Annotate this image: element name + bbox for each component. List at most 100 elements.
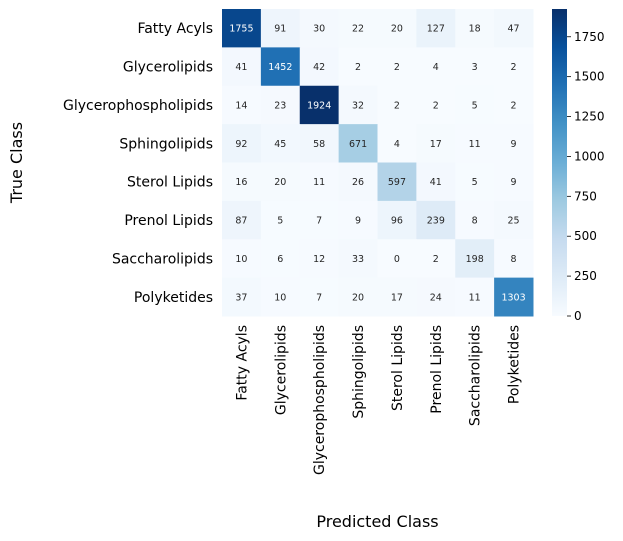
cell-value-label: 7	[316, 292, 322, 303]
cell-value-label: 6	[277, 254, 283, 265]
heatmap-cell	[299, 200, 340, 240]
heatmap-cell	[299, 85, 340, 125]
heatmap-cell	[222, 200, 262, 240]
y-tick-label: Prenol Lipids	[124, 213, 213, 229]
heatmap-cell	[338, 277, 378, 317]
heatmap-cell	[260, 162, 301, 202]
cell-value-label: 8	[472, 216, 478, 227]
heatmap-cell	[416, 277, 456, 317]
heatmap-cell	[416, 47, 456, 87]
cell-value-label: 239	[427, 216, 445, 227]
x-tick-label: Glycerolipids	[273, 325, 289, 415]
cell-value-label: 2	[394, 62, 400, 73]
cell-value-label: 17	[430, 139, 442, 150]
heatmap-cell	[377, 124, 417, 163]
cell-value-label: 58	[313, 139, 325, 150]
colorbar-tick-label: 1000	[574, 149, 605, 163]
cell-value-label: 5	[472, 100, 478, 111]
y-tick-label: Polyketides	[134, 290, 213, 306]
cell-value-label: 2	[355, 62, 361, 73]
colorbar-tick-label: 750	[574, 189, 597, 203]
cell-value-label: 1303	[501, 292, 525, 303]
cell-value-label: 47	[508, 24, 520, 35]
cell-value-label: 45	[274, 139, 286, 150]
cell-value-label: 0	[394, 254, 400, 265]
cell-value-label: 33	[352, 254, 364, 265]
colorbar-tick-label: 1750	[574, 30, 605, 44]
x-tick-label: Prenol Lipids	[429, 325, 445, 414]
heatmap-cell	[299, 9, 340, 48]
heatmap-cell	[416, 124, 456, 163]
heatmap-cell	[455, 9, 495, 48]
x-axis-title: Predicted Class	[316, 512, 438, 531]
heatmap-cell	[260, 239, 301, 279]
cell-value-label: 3	[472, 62, 478, 73]
cell-value-label: 9	[355, 216, 361, 227]
cell-value-label: 22	[352, 24, 364, 35]
heatmap-cell	[299, 277, 340, 317]
cell-value-label: 41	[235, 62, 247, 73]
colorbar-tick-label: 1250	[574, 110, 605, 124]
cell-value-label: 127	[427, 24, 445, 35]
cell-value-label: 20	[274, 177, 286, 188]
x-tick-label: Fatty Acyls	[234, 325, 250, 401]
cell-value-label: 10	[235, 254, 247, 265]
cell-value-label: 597	[388, 177, 406, 188]
cell-value-label: 1452	[268, 62, 292, 73]
heatmap-cell	[260, 200, 301, 240]
heatmap-cell	[222, 162, 262, 202]
heatmap-cell	[222, 9, 262, 48]
heatmap-cell	[416, 239, 456, 279]
heatmap-cell	[222, 239, 262, 279]
heatmap-cell	[494, 200, 534, 240]
colorbar-tick-label: 250	[574, 269, 597, 283]
colorbar-tick-label: 1500	[574, 70, 605, 84]
heatmap-cell	[494, 9, 534, 48]
x-tick-label: Saccharolipids	[468, 325, 484, 426]
cell-value-label: 25	[508, 216, 520, 227]
cell-value-label: 10	[274, 292, 286, 303]
heatmap-cell	[377, 9, 417, 48]
y-tick-label: Sphingolipids	[119, 136, 213, 152]
cell-value-label: 9	[511, 177, 517, 188]
heatmap-cell	[494, 124, 534, 163]
y-tick-label: Fatty Acyls	[137, 21, 213, 37]
heatmap-cell	[416, 200, 456, 240]
cell-value-label: 16	[235, 177, 247, 188]
cell-value-label: 8	[511, 254, 517, 265]
cell-value-label: 14	[235, 100, 247, 111]
heatmap-cell	[494, 162, 534, 202]
heatmap-cell	[260, 47, 301, 87]
heatmap-cell	[416, 9, 456, 48]
cell-value-label: 11	[469, 139, 481, 150]
cell-value-label: 5	[277, 216, 283, 227]
heatmap-cell	[222, 277, 262, 317]
cell-value-label: 671	[349, 139, 367, 150]
cell-value-label: 4	[394, 139, 400, 150]
cell-value-label: 2	[511, 100, 517, 111]
cell-value-label: 2	[433, 254, 439, 265]
cell-value-label: 37	[235, 292, 247, 303]
heatmap-cell	[377, 277, 417, 317]
y-tick-labels: Fatty Acyls Glycerolipids Glycerophospholi…	[63, 21, 213, 306]
cell-value-label: 91	[274, 24, 286, 35]
cell-value-label: 24	[430, 292, 442, 303]
cell-value-label: 1924	[307, 100, 331, 111]
cell-value-label: 17	[391, 292, 403, 303]
cell-value-label: 26	[352, 177, 364, 188]
heatmap-cell	[455, 124, 495, 163]
x-tick-label: Sterol Lipids	[390, 325, 406, 411]
heatmap-cell	[377, 239, 417, 279]
cell-value-label: 11	[313, 177, 325, 188]
y-tick-label: Glycerolipids	[123, 60, 213, 76]
heatmap-cell	[260, 124, 301, 163]
heatmap-cell	[455, 85, 495, 125]
heatmap-cell	[222, 85, 262, 125]
heatmap-cell	[377, 200, 417, 240]
x-tick-label: Polyketides	[507, 325, 523, 404]
heatmap-cell	[338, 47, 378, 87]
heatmap-cell	[455, 239, 495, 279]
cell-value-label: 5	[472, 177, 478, 188]
